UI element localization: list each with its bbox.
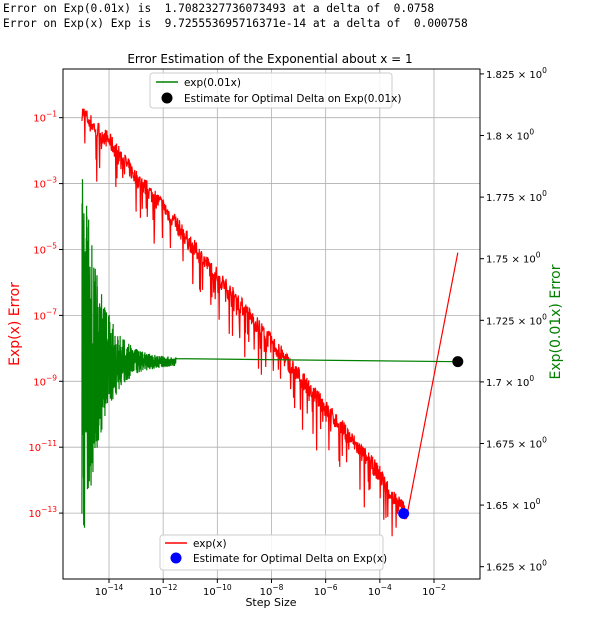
left-tick-label: 10−1 (33, 110, 57, 125)
right-axis-ticks: 1.625 × 100 1.65 × 100 1.675 × 100 1.7 × 10… (480, 66, 547, 574)
left-tick-label: 10−3 (33, 176, 57, 191)
right-tick-label: 1.65 × 100 (486, 497, 541, 512)
left-tick-label: 10−5 (33, 241, 57, 256)
legend-bottom-frame (159, 534, 384, 571)
series-line-exp-0.01x (81, 179, 458, 528)
right-tick-label: 1.725 × 100 (486, 312, 547, 327)
right-tick-label: 1.75 × 100 (486, 251, 541, 266)
x-tick-label: 10−10 (203, 583, 232, 598)
left-tick-label: 10−9 (33, 373, 57, 388)
x-axis-label: Step Size (245, 596, 296, 609)
legend-top-frame (149, 72, 393, 109)
right-axis-label: Exp(0.01x) Error (548, 264, 564, 379)
console-line-1: Error on Exp(0.01x) is 1.708232773607349… (3, 2, 435, 15)
legend-top-entry-2: Estimate for Optimal Delta on Exp(0.01x) (184, 93, 401, 105)
legend-top: exp(0.01x) Estimate for Optimal Delta on… (149, 72, 401, 109)
legend-bottom-entry-2: Estimate for Optimal Delta on Exp(x) (193, 553, 387, 565)
x-tick-label: 10−8 (260, 583, 284, 598)
legend-bottom: exp(x) Estimate for Optimal Delta on Exp… (159, 534, 387, 571)
x-tick-label: 10−14 (95, 583, 124, 598)
x-axis-ticks: 10−14 10−12 10−10 10−8 10−6 10−4 10−2 (95, 579, 446, 598)
left-tick-label: 10−11 (28, 439, 57, 454)
left-tick-label: 10−7 (33, 307, 57, 322)
right-tick-label: 1.825 × 100 (486, 66, 547, 81)
x-tick-label: 10−2 (422, 583, 446, 598)
optimal-delta-marker-exp-x (398, 507, 410, 519)
legend-top-marker-swatch (161, 92, 173, 104)
series-line-exp-x (81, 108, 459, 537)
legend-top-entry-1: exp(0.01x) (184, 77, 241, 89)
x-tick-label: 10−12 (149, 583, 178, 598)
right-tick-label: 1.7 × 100 (486, 374, 534, 389)
right-tick-label: 1.8 × 100 (486, 128, 534, 143)
optimal-delta-marker-exp-0.01x (452, 356, 464, 368)
markers-group (398, 356, 464, 519)
console-line-2: Error on Exp(x) Exp is 9.725553695716371… (3, 17, 468, 30)
left-axis-label: Exp(x) Error (7, 282, 23, 366)
x-tick-label: 10−6 (314, 583, 338, 598)
x-tick-label: 10−4 (368, 583, 392, 598)
right-tick-label: 1.625 × 100 (486, 559, 547, 574)
left-axis-ticks: 10−1 10−3 10−5 10−7 10−9 10−11 10−13 (28, 110, 63, 520)
right-tick-label: 1.775 × 100 (486, 189, 547, 204)
legend-bottom-entry-1: exp(x) (193, 538, 227, 550)
console-output: Error on Exp(0.01x) is 1.708232773607349… (3, 1, 468, 31)
legend-bottom-marker-swatch (170, 552, 182, 564)
left-tick-label: 10−13 (28, 505, 57, 520)
right-tick-label: 1.675 × 100 (486, 435, 547, 450)
chart-title: Error Estimation of the Exponential abou… (127, 52, 412, 66)
series-group (81, 108, 459, 537)
